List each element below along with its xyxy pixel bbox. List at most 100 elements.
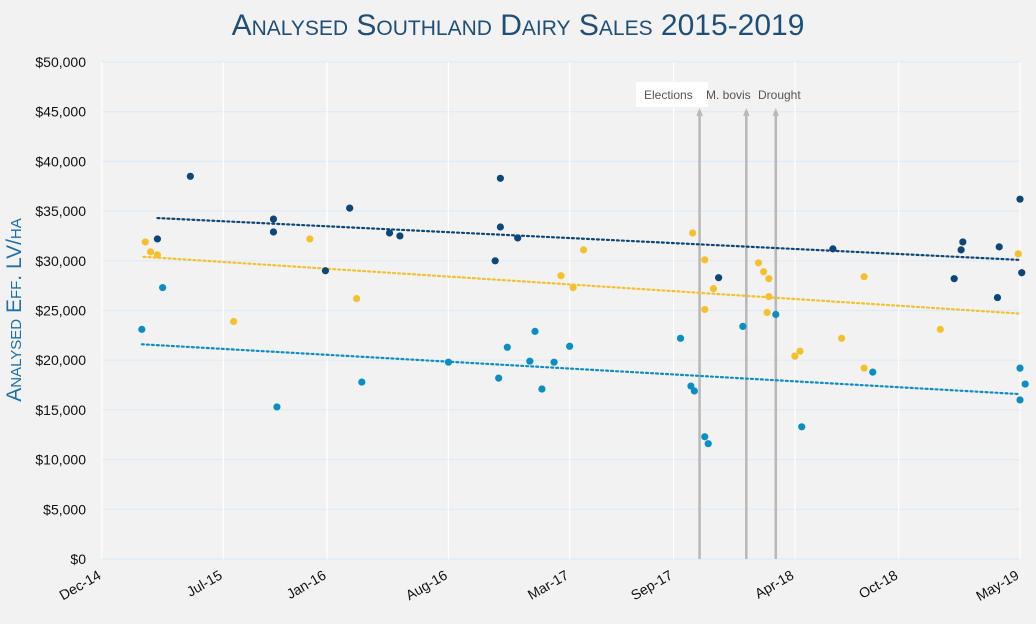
data-point [715, 274, 723, 282]
x-tick-label: Oct-18 [856, 567, 901, 602]
chart-title: Analysed Southland Dairy Sales 2015-2019 [232, 9, 805, 42]
data-point [760, 268, 768, 276]
data-point [701, 256, 709, 264]
trend-line [156, 216, 1020, 261]
y-tick-label: $40,000 [35, 153, 86, 169]
x-tick-label: Jul-15 [184, 567, 225, 600]
data-point [269, 215, 278, 223]
y-tick-label: $45,000 [35, 104, 86, 120]
y-tick-label: $20,000 [35, 352, 86, 368]
y-tick-label: $50,000 [35, 54, 86, 70]
data-point [959, 238, 967, 246]
data-point [829, 245, 837, 253]
data-point [1014, 250, 1022, 258]
y-tick-label: $10,000 [35, 452, 86, 468]
y-tick-label: $35,000 [35, 203, 86, 219]
data-point [273, 403, 281, 411]
event-marker-arrowhead [743, 108, 750, 117]
data-point [993, 293, 1002, 302]
data-point [860, 273, 868, 281]
data-point [496, 174, 504, 182]
data-point [1016, 195, 1024, 203]
data-point [495, 374, 503, 382]
data-point [765, 275, 773, 283]
data-point [153, 235, 162, 243]
data-point [358, 378, 366, 386]
data-point [186, 172, 194, 180]
trend-lines [140, 216, 1020, 396]
y-tick-label: $15,000 [35, 402, 86, 418]
data-point [159, 284, 167, 292]
data-point [503, 343, 511, 351]
y-axis-label: Analysed Eff. LV/ha [3, 218, 26, 402]
data-point [995, 243, 1003, 251]
x-tick-label: Jan-16 [284, 567, 329, 602]
data-point [957, 246, 965, 254]
x-tick-label: Apr-18 [752, 567, 797, 602]
trend-line [142, 255, 1020, 315]
event-label: M. bovis [706, 88, 751, 102]
x-tick-label: Sep-17 [628, 567, 675, 604]
grid [101, 61, 1021, 560]
data-point [385, 229, 394, 237]
y-tick-label: $5,000 [43, 501, 86, 517]
data-point [837, 334, 846, 342]
y-tick-label: $25,000 [35, 303, 86, 319]
data-point [739, 322, 747, 331]
data-point [514, 234, 522, 242]
data-point [689, 229, 697, 237]
data-point [701, 433, 709, 441]
data-point [566, 342, 574, 350]
x-tick-label: May-19 [973, 567, 1022, 604]
x-tick-label: Dec-14 [56, 567, 103, 604]
data-point [526, 357, 534, 365]
data-point [496, 223, 504, 231]
data-point [531, 327, 539, 335]
data-point [709, 285, 718, 293]
y-tick-label: $30,000 [35, 253, 86, 269]
data-point [353, 294, 361, 303]
data-point [230, 317, 238, 326]
data-point [579, 246, 588, 254]
data-point [676, 334, 685, 342]
data-point [798, 423, 806, 431]
data-point [860, 364, 868, 372]
data-point [444, 358, 453, 366]
data-point [491, 257, 499, 265]
trend-line [140, 343, 1020, 396]
data-point [1016, 364, 1024, 372]
event-marker-arrowhead [696, 108, 703, 117]
data-point [796, 347, 804, 355]
data-points [138, 172, 1029, 448]
y-axis-ticks: $0 $5,000 $10,000 $15,000 $20,000 $25,000 $30,… [35, 54, 86, 567]
data-point [569, 284, 577, 292]
x-axis-ticks: Dec-14 Jul-15 Jan-16 Aug-16 Mar-17 Sep-17 Apr-… [56, 567, 1021, 604]
data-point [557, 272, 565, 280]
event-label: Elections [644, 88, 693, 102]
data-point [346, 204, 354, 212]
data-point [950, 275, 958, 283]
data-point [704, 440, 712, 448]
data-point [791, 352, 799, 360]
data-point [763, 308, 771, 317]
x-tick-label: Mar-17 [525, 567, 572, 603]
event-marker-arrowhead [772, 108, 779, 117]
data-point [306, 235, 314, 243]
data-point [153, 251, 162, 259]
y-tick-label: $0 [70, 551, 86, 567]
data-point [146, 248, 155, 256]
data-point [550, 358, 558, 366]
data-point [1021, 380, 1029, 388]
event-annotations: Elections M. bovis Drought [636, 82, 801, 559]
x-tick-label: Aug-16 [403, 567, 450, 604]
event-label: Drought [758, 88, 801, 102]
data-point [754, 259, 763, 267]
data-point [1018, 269, 1026, 277]
data-point [538, 385, 546, 393]
data-point [772, 310, 780, 319]
data-point [1016, 396, 1024, 404]
data-point [396, 232, 404, 240]
data-point [765, 292, 773, 301]
data-point [690, 387, 698, 395]
